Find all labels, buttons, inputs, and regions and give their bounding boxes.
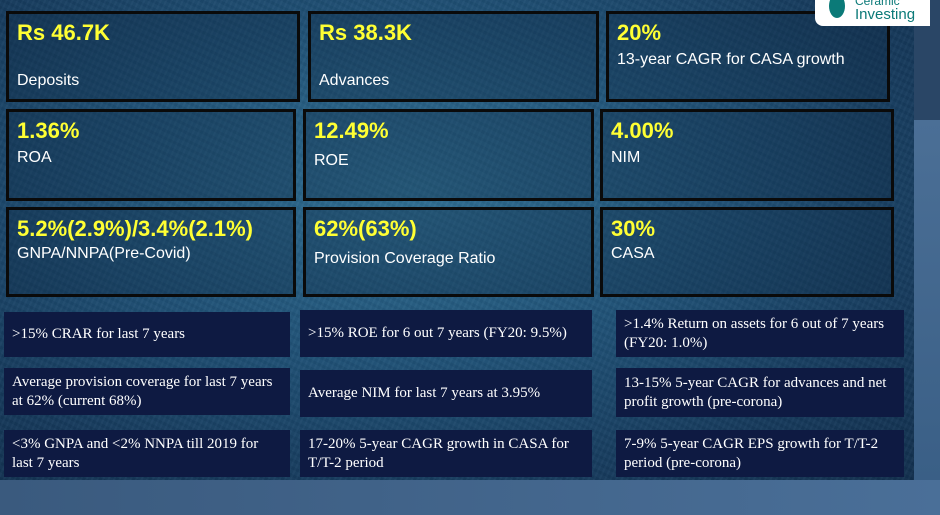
metric-card-provision-coverage: 62%(63%) Provision Coverage Ratio bbox=[303, 207, 594, 297]
note-advances-growth: 13-15% 5-year CAGR for advances and net … bbox=[616, 368, 904, 417]
note-text: <3% GNPA and <2% NNPA till 2019 for last… bbox=[12, 435, 259, 471]
note-text: Average provision coverage for last 7 ye… bbox=[12, 373, 273, 409]
metric-value: 62%(63%) bbox=[314, 216, 417, 241]
metric-label: 13-year CAGR for CASA growth bbox=[617, 51, 845, 68]
note-text: >1.4% Return on assets for 6 out of 7 ye… bbox=[624, 315, 885, 351]
metric-card-gnpa-nnpa: 5.2%(2.9%)/3.4%(2.1%) GNPA/NNPA(Pre-Covi… bbox=[6, 207, 296, 297]
metric-card-deposits: Rs 46.7K Deposits bbox=[6, 11, 300, 102]
metric-label: CASA bbox=[611, 245, 655, 262]
metric-card-roa: 1.36% ROA bbox=[6, 109, 296, 201]
slide-background: Rs 46.7K Deposits Rs 38.3K Advances 20% … bbox=[0, 0, 914, 480]
note-crar: >15% CRAR for last 7 years bbox=[4, 312, 290, 357]
metric-label: NIM bbox=[611, 149, 641, 166]
leaf-icon bbox=[829, 0, 845, 18]
logo-line1: Ceramic bbox=[855, 0, 900, 8]
metric-card-nim: 4.00% NIM bbox=[600, 109, 894, 201]
metric-label: Deposits bbox=[17, 72, 80, 89]
note-text: 17-20% 5-year CAGR growth in CASA for T/… bbox=[308, 435, 569, 471]
metric-label: ROA bbox=[17, 149, 52, 166]
metric-value: 4.00% bbox=[611, 118, 674, 143]
metric-label: GNPA/NNPA(Pre-Covid) bbox=[17, 245, 191, 262]
note-roe: >15% ROE for 6 out 7 years (FY20: 9.5%) bbox=[300, 310, 592, 357]
metric-value: 5.2%(2.9%)/3.4%(2.1%) bbox=[17, 216, 253, 241]
metric-label: ROE bbox=[314, 152, 349, 169]
metric-value: Rs 38.3K bbox=[319, 20, 412, 45]
side-band bbox=[914, 120, 940, 480]
note-nim: Average NIM for last 7 years at 3.95% bbox=[300, 370, 592, 417]
note-text: 7-9% 5-year CAGR EPS growth for T/T-2 pe… bbox=[624, 435, 879, 471]
metric-value: 12.49% bbox=[314, 118, 389, 143]
note-eps-growth: 7-9% 5-year CAGR EPS growth for T/T-2 pe… bbox=[616, 430, 904, 477]
note-gnpa-nnpa: <3% GNPA and <2% NNPA till 2019 for last… bbox=[4, 430, 290, 477]
note-roa: >1.4% Return on assets for 6 out of 7 ye… bbox=[616, 310, 904, 357]
note-text: Average NIM for last 7 years at 3.95% bbox=[308, 385, 541, 401]
metric-value: 1.36% bbox=[17, 118, 80, 143]
metric-label: Provision Coverage Ratio bbox=[314, 250, 496, 267]
note-text: 13-15% 5-year CAGR for advances and net … bbox=[624, 374, 887, 410]
logo-line2: Investing bbox=[855, 6, 916, 23]
metric-value: 20% bbox=[617, 20, 662, 45]
metric-value: Rs 46.7K bbox=[17, 20, 110, 45]
metric-card-casa-growth: 20% 13-year CAGR for CASA growth bbox=[606, 11, 890, 102]
note-text: >15% CRAR for last 7 years bbox=[12, 326, 186, 342]
bottom-band bbox=[0, 480, 940, 515]
metric-card-casa: 30% CASA bbox=[600, 207, 894, 297]
metric-value: 30% bbox=[611, 216, 656, 241]
note-provision: Average provision coverage for last 7 ye… bbox=[4, 368, 290, 415]
metric-card-advances: Rs 38.3K Advances bbox=[308, 11, 599, 102]
metric-card-roe: 12.49% ROE bbox=[303, 109, 594, 201]
metric-label: Advances bbox=[319, 72, 390, 89]
note-text: >15% ROE for 6 out 7 years (FY20: 9.5%) bbox=[308, 325, 567, 341]
note-casa-growth: 17-20% 5-year CAGR growth in CASA for T/… bbox=[300, 430, 592, 477]
logo: Ceramic Investing bbox=[815, 0, 930, 26]
